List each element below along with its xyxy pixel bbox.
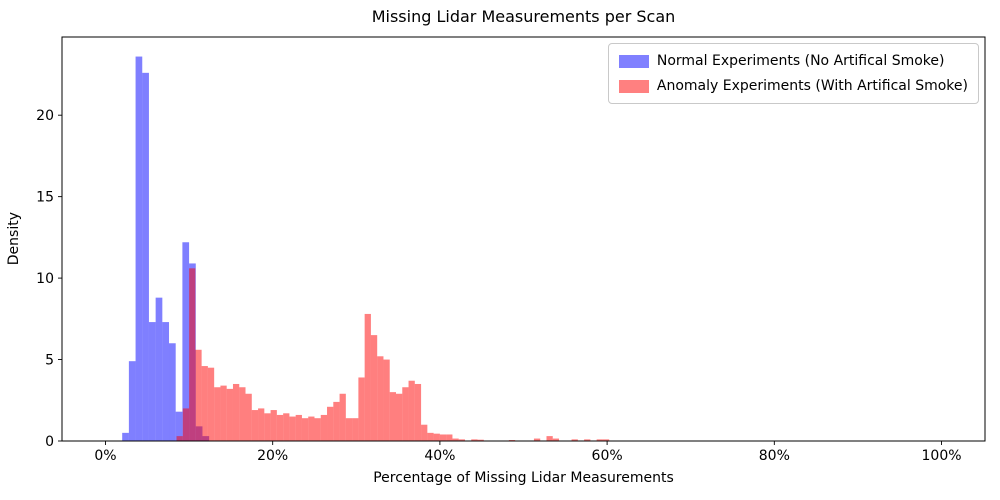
histogram-bar-anomaly [427, 432, 434, 441]
histogram-bar-anomaly [195, 349, 202, 441]
histogram-bar-anomaly [220, 385, 227, 441]
histogram-bar-anomaly [477, 439, 484, 441]
histogram-bar-anomaly [377, 356, 384, 441]
histogram-bar-anomaly [258, 408, 265, 441]
x-tick-label: 40% [424, 448, 455, 464]
histogram-bar-anomaly [201, 366, 208, 441]
histogram-bar-anomaly [320, 414, 328, 441]
x-tick-label: 60% [592, 448, 623, 464]
histogram-bar-anomaly [301, 418, 309, 441]
histogram-bar-anomaly [182, 408, 190, 441]
histogram-bar-normal [155, 297, 163, 441]
histogram-bar-normal [148, 322, 156, 441]
histogram-bar-anomaly [571, 439, 578, 441]
histogram-bar-normal [128, 361, 136, 441]
histogram-bar-anomaly [245, 393, 252, 441]
y-tick-label: 0 [45, 434, 54, 450]
histogram-bar-anomaly [596, 439, 603, 441]
histogram-bar-anomaly [358, 377, 365, 441]
histogram-bar-anomaly [339, 393, 346, 441]
histogram-bar-anomaly [414, 383, 422, 441]
legend-swatch-anomaly-icon [618, 79, 649, 93]
histogram-bar-anomaly [345, 418, 353, 441]
plot-border [61, 36, 986, 442]
legend-item-anomaly: Anomaly Experiments (With Artifical Smok… [618, 77, 968, 95]
histogram-bar-normal [142, 72, 149, 441]
histogram-bar-anomaly [533, 438, 541, 441]
x-tick-label: 80% [759, 448, 790, 464]
histogram-bar-anomaly [283, 413, 290, 441]
histogram-bar-anomaly [433, 433, 440, 441]
histogram-bar-anomaly [471, 439, 478, 441]
y-tick-label: 20 [36, 108, 54, 124]
histogram-bar-anomaly [289, 416, 296, 441]
x-tick-label: 100% [922, 448, 962, 464]
histogram-bar-anomaly [251, 410, 259, 441]
histogram-bar-anomaly [396, 393, 403, 441]
histogram-bar-anomaly [264, 413, 271, 441]
histogram-bar-anomaly [176, 436, 183, 441]
histogram-bar-anomaly [370, 335, 378, 441]
y-axis-label: Density [6, 212, 22, 266]
histogram-bar-anomaly [327, 406, 334, 441]
histogram-bar-normal [169, 343, 176, 441]
histogram-bar-anomaly [276, 414, 284, 441]
histogram-bar-normal [135, 56, 143, 442]
histogram-bar-anomaly [314, 418, 321, 441]
histogram-bar-anomaly [421, 424, 428, 441]
histogram-bar-anomaly [389, 392, 396, 441]
histogram-bar-anomaly [408, 380, 415, 441]
x-tick-label: 20% [257, 448, 288, 464]
histogram-bar-anomaly [546, 436, 553, 441]
y-axis-label-wrap: Density [6, 37, 22, 441]
legend-swatch-normal-icon [618, 54, 649, 68]
histogram-bar-normal [175, 411, 183, 441]
histogram-bar-anomaly [333, 401, 340, 441]
y-tick-label: 5 [45, 353, 54, 369]
histogram-bar-normal [122, 432, 129, 441]
histogram-bar-anomaly [458, 439, 465, 441]
chart-title: Missing Lidar Measurements per Scan [371, 7, 676, 26]
histogram-bar-anomaly [232, 383, 240, 441]
histogram-bar-anomaly [383, 359, 390, 441]
histogram-bar-anomaly [308, 416, 315, 441]
histogram-bar-anomaly [446, 434, 453, 441]
legend-label-anomaly: Anomaly Experiments (With Artifical Smok… [656, 78, 968, 94]
histogram-bar-anomaly [239, 387, 246, 441]
histogram-bar-anomaly [189, 268, 196, 441]
histogram-bar-anomaly [364, 313, 371, 441]
histogram-bar-anomaly [439, 434, 447, 441]
histogram-bar-anomaly [207, 367, 215, 441]
histogram-bar-anomaly [352, 418, 359, 441]
y-tick-label: 15 [36, 190, 54, 206]
histogram-bar-anomaly [270, 410, 277, 441]
histogram-bar-anomaly [402, 387, 409, 441]
x-tick-label: 0% [94, 448, 116, 464]
histogram-bar-anomaly [226, 388, 233, 441]
histogram-bar-normal [162, 322, 170, 441]
histogram-bar-anomaly [214, 387, 221, 441]
histogram-bar-anomaly [584, 439, 591, 441]
histogram-bar-normal [182, 242, 190, 441]
histogram-bar-anomaly [452, 438, 459, 441]
y-tick-label: 10 [36, 271, 54, 287]
legend-item-normal: Normal Experiments (No Artifical Smoke) [618, 52, 968, 70]
histogram-bar-anomaly [295, 414, 302, 441]
legend-label-normal: Normal Experiments (No Artifical Smoke) [656, 53, 945, 69]
histogram-bar-anomaly [552, 438, 560, 441]
legend: Normal Experiments (No Artifical Smoke) … [607, 43, 979, 104]
histogram-bar-anomaly [602, 439, 610, 441]
x-axis-label: Percentage of Missing Lidar Measurements [373, 470, 674, 486]
